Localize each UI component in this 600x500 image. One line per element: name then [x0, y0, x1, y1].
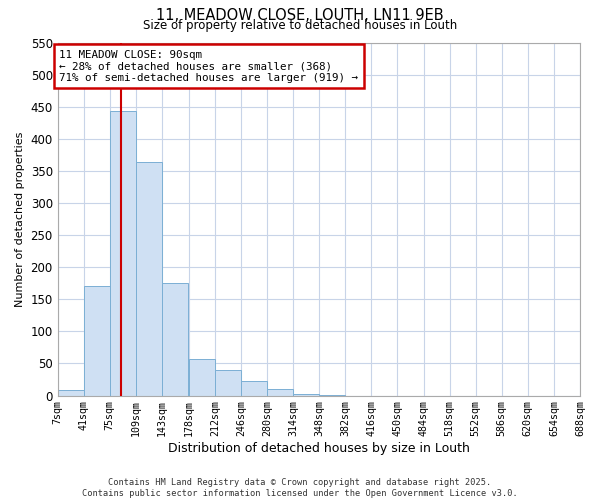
- Bar: [215, 370, 241, 396]
- Bar: [110, 111, 136, 396]
- Text: Contains HM Land Registry data © Crown copyright and database right 2025.
Contai: Contains HM Land Registry data © Crown c…: [82, 478, 518, 498]
- Text: 11 MEADOW CLOSE: 90sqm
← 28% of detached houses are smaller (368)
71% of semi-de: 11 MEADOW CLOSE: 90sqm ← 28% of detached…: [59, 50, 358, 83]
- Bar: [319, 395, 345, 396]
- Bar: [58, 390, 84, 396]
- Bar: [241, 382, 267, 396]
- Bar: [162, 282, 188, 396]
- Bar: [189, 359, 215, 396]
- Bar: [84, 286, 110, 396]
- Text: 11, MEADOW CLOSE, LOUTH, LN11 9EB: 11, MEADOW CLOSE, LOUTH, LN11 9EB: [156, 8, 444, 22]
- X-axis label: Distribution of detached houses by size in Louth: Distribution of detached houses by size …: [168, 442, 470, 455]
- Bar: [136, 162, 162, 396]
- Bar: [267, 389, 293, 396]
- Bar: [293, 394, 319, 396]
- Y-axis label: Number of detached properties: Number of detached properties: [15, 132, 25, 306]
- Text: Size of property relative to detached houses in Louth: Size of property relative to detached ho…: [143, 19, 457, 32]
